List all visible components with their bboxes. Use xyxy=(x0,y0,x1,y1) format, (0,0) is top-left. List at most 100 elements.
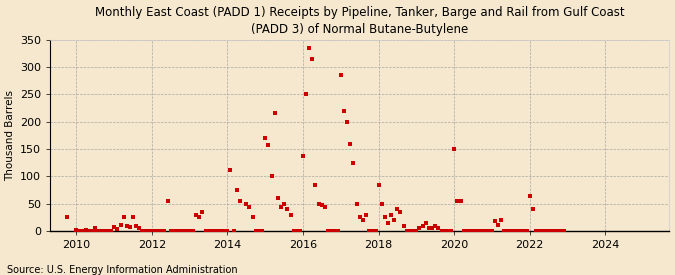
Point xyxy=(345,141,356,146)
Point xyxy=(71,227,82,232)
Point xyxy=(149,229,160,233)
Point xyxy=(146,229,157,233)
Point xyxy=(61,215,72,220)
Point xyxy=(256,229,267,233)
Point xyxy=(487,229,497,233)
Point xyxy=(338,109,349,113)
Point xyxy=(537,229,547,233)
Point xyxy=(546,229,557,233)
Point xyxy=(480,229,491,233)
Point xyxy=(385,213,396,217)
Point xyxy=(527,207,538,211)
Point xyxy=(103,229,113,233)
Point xyxy=(508,229,519,233)
Point xyxy=(272,196,283,200)
Point xyxy=(395,210,406,214)
Point xyxy=(319,204,330,209)
Point xyxy=(477,229,488,233)
Point xyxy=(115,222,126,227)
Y-axis label: Thousand Barrels: Thousand Barrels xyxy=(5,90,16,181)
Point xyxy=(439,229,450,233)
Point xyxy=(144,229,155,233)
Point xyxy=(137,229,148,233)
Point xyxy=(423,226,434,231)
Point xyxy=(398,224,409,228)
Point xyxy=(275,204,286,209)
Point xyxy=(263,142,273,147)
Point xyxy=(392,207,403,211)
Point xyxy=(190,213,201,217)
Point xyxy=(553,229,564,233)
Point xyxy=(549,229,560,233)
Point xyxy=(402,229,412,233)
Point xyxy=(323,229,333,233)
Point xyxy=(474,229,485,233)
Point xyxy=(483,229,494,233)
Point xyxy=(253,229,264,233)
Point xyxy=(298,153,308,158)
Point xyxy=(97,229,107,233)
Point xyxy=(78,229,88,233)
Point xyxy=(518,229,529,233)
Point xyxy=(310,182,321,187)
Point xyxy=(200,229,211,233)
Point xyxy=(118,215,129,219)
Point xyxy=(313,202,324,206)
Point xyxy=(326,229,337,233)
Point xyxy=(244,204,254,209)
Point xyxy=(351,202,362,206)
Point xyxy=(464,229,475,233)
Point xyxy=(408,229,418,233)
Point xyxy=(304,46,315,50)
Point xyxy=(175,229,186,233)
Point xyxy=(165,229,176,233)
Point xyxy=(496,218,507,222)
Point xyxy=(559,229,570,233)
Point xyxy=(130,224,141,228)
Point xyxy=(411,229,422,233)
Point xyxy=(281,207,292,211)
Point xyxy=(93,229,104,233)
Point xyxy=(489,219,500,224)
Point xyxy=(436,229,447,233)
Point xyxy=(99,229,110,233)
Point xyxy=(225,168,236,172)
Point xyxy=(74,229,85,233)
Point xyxy=(427,226,437,231)
Point xyxy=(181,229,192,233)
Point xyxy=(288,229,299,233)
Point xyxy=(184,229,195,233)
Point xyxy=(317,203,327,208)
Point xyxy=(159,229,169,233)
Point xyxy=(446,229,456,233)
Point xyxy=(279,202,290,206)
Point xyxy=(430,224,441,228)
Point xyxy=(370,229,381,233)
Point xyxy=(294,229,305,233)
Point xyxy=(300,92,311,97)
Text: Source: U.S. Energy Information Administration: Source: U.S. Energy Information Administ… xyxy=(7,265,238,275)
Point xyxy=(109,225,119,229)
Point xyxy=(556,229,566,233)
Point xyxy=(329,229,340,233)
Point xyxy=(140,229,151,233)
Point xyxy=(461,229,472,233)
Point xyxy=(241,202,252,206)
Point xyxy=(213,229,223,233)
Point xyxy=(156,229,167,233)
Point xyxy=(71,229,82,233)
Point xyxy=(468,229,479,233)
Point xyxy=(354,215,365,220)
Point xyxy=(285,213,296,217)
Point xyxy=(524,193,535,198)
Point xyxy=(80,228,91,232)
Point xyxy=(122,224,132,228)
Point xyxy=(222,229,233,233)
Point xyxy=(543,229,554,233)
Point xyxy=(291,229,302,233)
Point xyxy=(379,215,390,220)
Point xyxy=(512,229,522,233)
Point xyxy=(234,199,245,203)
Point xyxy=(433,226,443,231)
Point xyxy=(335,73,346,77)
